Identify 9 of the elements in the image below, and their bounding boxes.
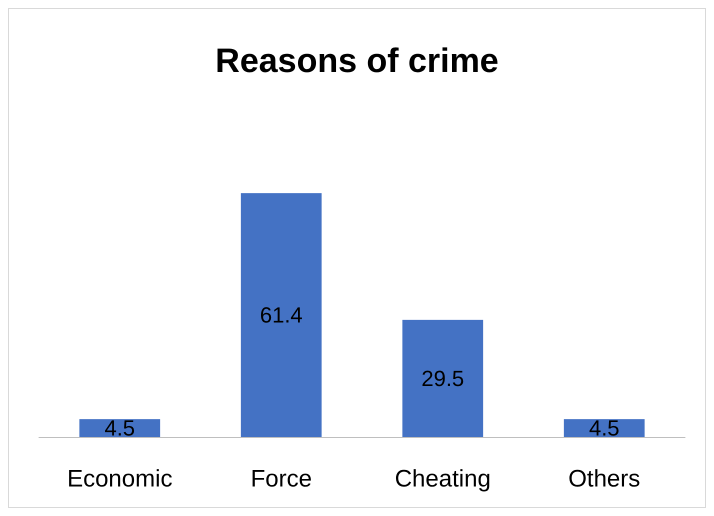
- x-tick-label: Others: [568, 466, 640, 492]
- data-label: 4.5: [104, 416, 136, 441]
- data-label: 4.5: [588, 416, 620, 441]
- x-tick-label: Cheating: [394, 466, 491, 492]
- data-label: 29.5: [421, 366, 464, 391]
- x-tick-label: Economic: [67, 466, 172, 492]
- chart-title: Reasons of crime: [215, 42, 499, 80]
- data-label: 61.4: [260, 302, 303, 328]
- x-tick-label: Force: [250, 466, 312, 492]
